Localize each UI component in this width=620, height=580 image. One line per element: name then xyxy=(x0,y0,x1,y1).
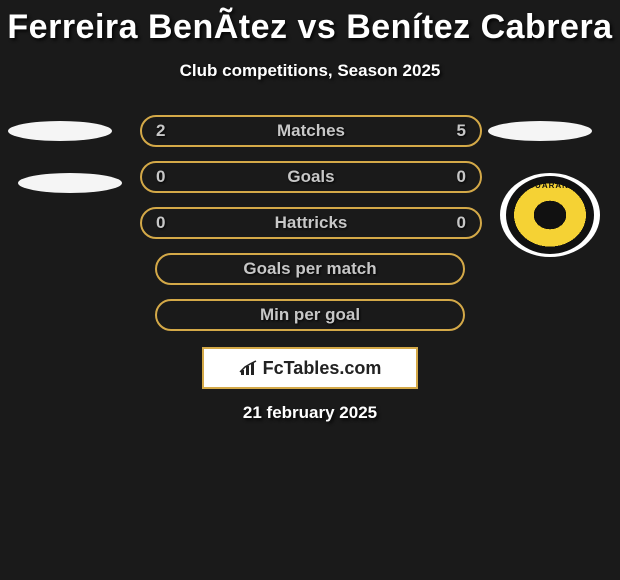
stat-row-matches: 2 Matches 5 xyxy=(140,115,482,147)
stat-left-value: 2 xyxy=(156,121,165,141)
player-badge-left-2 xyxy=(18,173,122,193)
stat-right-value: 0 xyxy=(457,167,466,187)
stat-left-value: 0 xyxy=(156,167,165,187)
player-badge-right-1 xyxy=(488,121,592,141)
stat-label: Goals per match xyxy=(243,259,376,279)
club-badge-guarani: GUARANI xyxy=(500,173,600,257)
club-badge-inner: GUARANI xyxy=(506,176,594,254)
brand-box[interactable]: FcTables.com xyxy=(202,347,418,389)
stat-row-gpm: Goals per match xyxy=(155,253,465,285)
stats-canvas: GUARANI 2 Matches 5 0 Goals 0 0 Hattrick… xyxy=(0,93,620,573)
brand-text: FcTables.com xyxy=(263,358,382,379)
stat-row-hattricks: 0 Hattricks 0 xyxy=(140,207,482,239)
club-badge-label: GUARANI xyxy=(528,181,572,190)
stat-right-value: 0 xyxy=(457,213,466,233)
stat-left-value: 0 xyxy=(156,213,165,233)
chart-icon xyxy=(239,360,259,376)
subtitle: Club competitions, Season 2025 xyxy=(0,61,620,81)
player-badge-left-1 xyxy=(8,121,112,141)
date-text: 21 february 2025 xyxy=(243,403,377,423)
page-title: Ferreira BenÃ­tez vs Benítez Cabrera xyxy=(0,0,620,47)
stat-label: Min per goal xyxy=(260,305,360,325)
stat-label: Hattricks xyxy=(275,213,348,233)
stat-label: Matches xyxy=(277,121,345,141)
stat-label: Goals xyxy=(287,167,334,187)
stat-row-goals: 0 Goals 0 xyxy=(140,161,482,193)
stat-right-value: 5 xyxy=(457,121,466,141)
stat-row-mpg: Min per goal xyxy=(155,299,465,331)
